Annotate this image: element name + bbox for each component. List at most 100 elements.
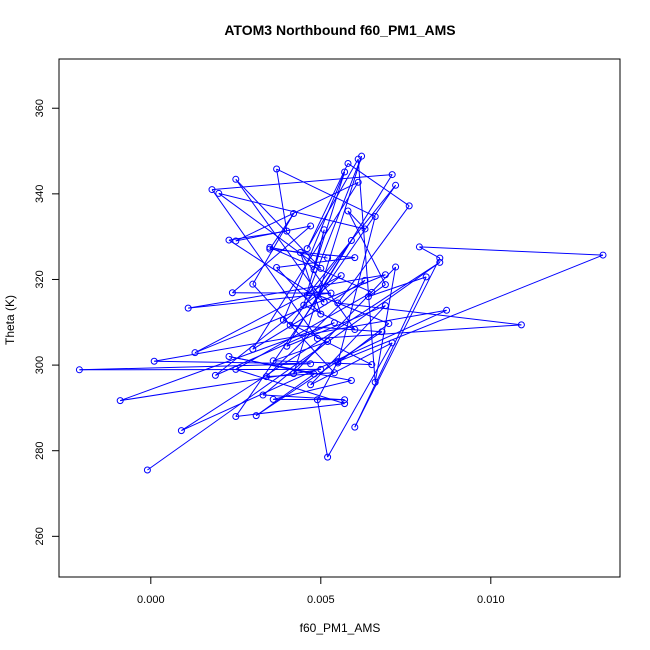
data-point: [184, 304, 192, 312]
series-segment: [347, 210, 386, 285]
data-point: [211, 371, 219, 379]
series-segment: [276, 168, 288, 232]
data-point: [392, 181, 400, 189]
series-segment: [269, 213, 295, 250]
data-point: [307, 222, 315, 230]
data-point: [313, 396, 321, 404]
series-segment: [289, 240, 352, 326]
data-point: [269, 357, 277, 365]
series-segment: [337, 216, 376, 364]
series-segment: [317, 324, 522, 340]
data-point: [320, 298, 328, 306]
data-point: [324, 338, 332, 346]
series-segment: [337, 302, 522, 326]
data-point: [273, 165, 281, 173]
data-point: [228, 289, 236, 297]
series-segment: [252, 283, 335, 374]
series-segment: [269, 246, 328, 259]
data-point: [191, 349, 199, 357]
data-point: [232, 175, 240, 183]
series-segment: [290, 324, 383, 333]
series-segment: [327, 342, 393, 458]
data-point: [283, 342, 291, 350]
data-point: [215, 189, 223, 197]
data-point: [330, 369, 338, 377]
data-point: [262, 373, 270, 381]
series-segment: [316, 174, 393, 296]
data-point: [361, 276, 369, 284]
series-segment: [235, 179, 325, 303]
y-tick-label: 320: [34, 270, 46, 288]
data-point: [266, 243, 274, 251]
data-point: [150, 357, 158, 365]
data-point: [443, 306, 451, 314]
data-point: [317, 310, 325, 318]
series-segment: [266, 372, 335, 378]
data-point: [290, 210, 298, 218]
data-point: [75, 366, 83, 374]
data-point: [436, 254, 444, 262]
data-point: [351, 423, 359, 431]
data-point: [351, 254, 359, 262]
data-point: [225, 236, 233, 244]
y-axis: 260 280 300 320 340 360: [34, 99, 60, 546]
data-point: [249, 280, 257, 288]
data-point: [307, 360, 315, 368]
series-segment: [188, 274, 386, 309]
x-tick-label: 0.000: [137, 594, 165, 606]
data-point: [378, 328, 386, 336]
data-point: [368, 361, 376, 369]
series-segment: [120, 322, 335, 402]
data-point: [422, 273, 430, 281]
data-point: [347, 377, 355, 385]
data-point: [320, 226, 328, 234]
x-axis-label: f60_PM1_AMS: [300, 621, 381, 635]
x-tick-label: 0.005: [307, 594, 335, 606]
data-point: [303, 291, 311, 299]
data-point: [300, 301, 308, 309]
series-segment: [273, 360, 372, 366]
y-tick-label: 340: [34, 185, 46, 203]
series-segment: [276, 168, 376, 217]
data-point: [324, 254, 332, 262]
series-segment: [235, 368, 345, 405]
series-lines: [79, 155, 604, 471]
data-point: [273, 263, 281, 271]
data-point: [225, 353, 233, 361]
data-point: [436, 258, 444, 266]
data-point: [341, 400, 349, 408]
series-segment: [419, 246, 441, 259]
series-segment: [374, 266, 397, 383]
data-point: [177, 427, 185, 435]
series-segment: [266, 279, 366, 378]
data-point: [334, 299, 342, 307]
series-segment: [306, 163, 349, 249]
series-segment: [286, 305, 386, 347]
data-point: [599, 251, 607, 259]
series-segment: [211, 189, 318, 339]
x-tick-label: 0.010: [477, 594, 505, 606]
series-segment: [317, 294, 389, 325]
data-point: [385, 320, 393, 328]
series-segment: [354, 276, 427, 428]
series-segment: [255, 331, 383, 417]
series-segment: [273, 380, 352, 400]
data-point: [364, 293, 372, 301]
data-point: [381, 271, 389, 279]
y-tick-label: 280: [34, 442, 46, 460]
data-point: [351, 326, 359, 334]
y-axis-label: Theta (K): [3, 295, 17, 345]
data-point: [337, 272, 345, 280]
series-segment: [303, 304, 356, 331]
data-point: [371, 378, 379, 386]
data-point: [317, 264, 325, 272]
data-point: [388, 171, 396, 179]
series-segment: [310, 342, 393, 386]
series-segment: [276, 267, 322, 315]
series-segment: [313, 171, 346, 270]
y-tick-label: 260: [34, 527, 46, 545]
data-point: [388, 339, 396, 347]
data-point: [371, 213, 379, 221]
data-point: [290, 370, 298, 378]
